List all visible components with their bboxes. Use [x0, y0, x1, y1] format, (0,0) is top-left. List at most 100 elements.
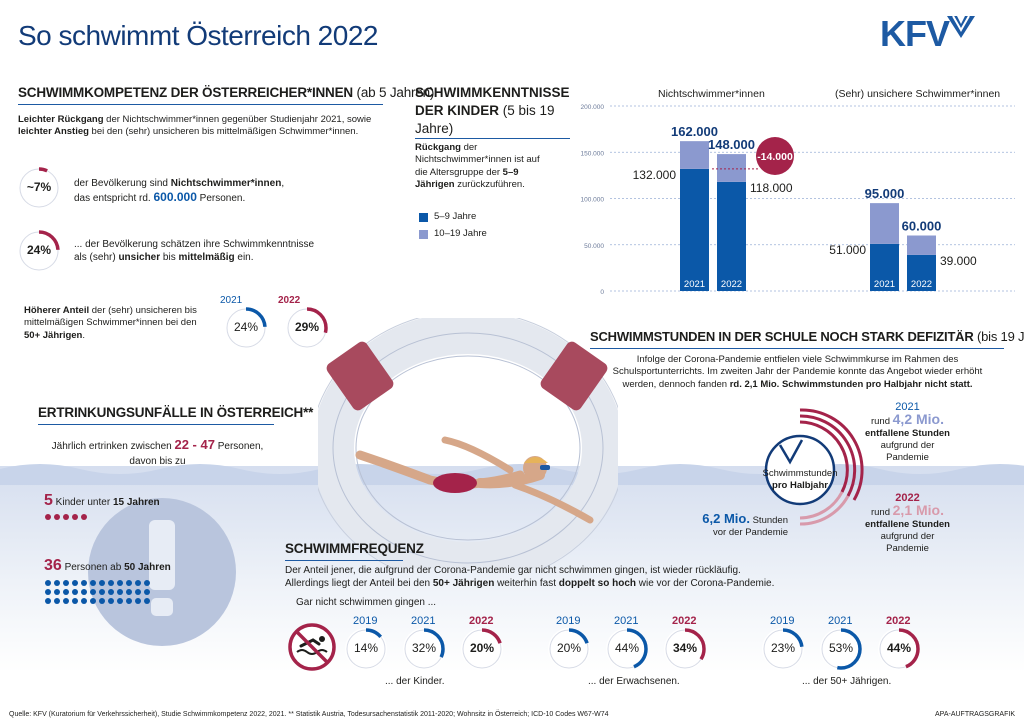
person-dot [135, 589, 141, 595]
bar-base-label: 132.000 [633, 168, 677, 182]
person-dot [72, 598, 78, 604]
bar-total-label: 60.000 [902, 219, 942, 234]
no-swimming-icon [288, 623, 336, 671]
delta-badge [756, 137, 794, 175]
bar-base-label: 39.000 [940, 254, 977, 268]
schwimmstunden-rings [764, 408, 864, 526]
person-dot [117, 580, 123, 586]
kid-dot [72, 514, 78, 520]
anteil-year-2022: 2022 [278, 295, 301, 306]
person-dot [63, 589, 69, 595]
person-dot [99, 589, 105, 595]
kid-dot [45, 514, 51, 520]
schule-pre-label: 6,2 Mio. Stunden vor der Pandemie [702, 511, 788, 538]
logo-text: KFV [880, 13, 950, 54]
person-dot [90, 598, 96, 604]
logo-mark-icon [947, 16, 975, 38]
delta-badge-label: -14.000 [757, 151, 793, 163]
gar-nicht-label: Gar nicht schwimmen gingen ... [296, 597, 437, 608]
kinder-bar-chart: 0 50.000 100.000 150.000 200.000 162.000 2021 1… [581, 104, 1015, 296]
kid-dot [81, 514, 87, 520]
schwimmstunden-center-label: Schwimmstunden pro Halbjahr [762, 468, 838, 491]
x-category-label: 2021 [874, 279, 895, 290]
ertrinkung-heading: ERTRINKUNGSUNFÄLLE IN ÖSTERREICH** [38, 404, 313, 425]
person-dot [117, 589, 123, 595]
person-dot [54, 589, 60, 595]
bar-10-19 [870, 203, 899, 244]
person-dot [81, 598, 87, 604]
person-dot [72, 589, 78, 595]
person-dot [144, 589, 150, 595]
anteil-text: Höherer Anteil der (sehr) unsicheren bis… [24, 305, 197, 341]
legend-item: 5–9 Jahre [419, 211, 487, 223]
chart-group-label-2: (Sehr) unsichere Schwimmer*innen [835, 88, 1001, 100]
y-tick-label: 50.000 [584, 243, 604, 250]
person-dot [126, 580, 132, 586]
person-dot [135, 580, 141, 586]
bar-5-9 [870, 243, 899, 291]
person-dot [81, 589, 87, 595]
y-tick-label: 200.000 [581, 104, 605, 111]
person-dot [108, 598, 114, 604]
kids-stat: 5 Kinder unter 15 Jahren [44, 492, 160, 509]
kfv-logo: KFV [880, 14, 975, 54]
anteil-year-2021: 2021 [220, 295, 243, 306]
stat-nichtschwimmer-ring: ~7% [18, 167, 60, 209]
schule-text: Infolge der Corona-Pandemie entfielen vi… [612, 354, 983, 390]
stat-nichtschwimmer-text: der Bevölkerung sind Nichtschwimmer*inne… [74, 178, 285, 204]
ertrinkung-text: Jährlich ertrinken zwischen 22 - 47 Pers… [51, 437, 264, 467]
older-dots [45, 580, 155, 607]
frequenz-heading: SCHWIMMFREQUENZ [285, 540, 424, 561]
person-dot [99, 580, 105, 586]
bar-10-19 [717, 154, 746, 182]
legend-swatch [419, 230, 428, 240]
person-dot [72, 580, 78, 586]
schule-heading: SCHWIMMSTUNDEN IN DER SCHULE NOCH STARK … [590, 329, 1024, 349]
stat-unsicher-ring: 24% [18, 230, 60, 272]
person-dot [126, 589, 132, 595]
credit-note: APA-AUFTRAGSGRAFIK [935, 711, 1015, 718]
swimmer-illustration [355, 436, 594, 524]
person-dot [54, 598, 60, 604]
person-dot [117, 598, 123, 604]
chart-legend: 5–9 Jahre 10–19 Jahre [419, 211, 487, 241]
bar-total-label: 95.000 [865, 186, 905, 201]
legend-item: 10–19 Jahre [419, 228, 487, 240]
person-dot [135, 598, 141, 604]
person-dot [90, 580, 96, 586]
bar-5-9 [680, 168, 709, 291]
bar-base-label: 118.000 [750, 181, 793, 195]
x-category-label: 2022 [911, 279, 932, 290]
kompetenz-heading: SCHWIMMKOMPETENZ DER ÖSTERREICHER*INNEN … [18, 84, 434, 105]
kinder-heading: SCHWIMMKENNTNISSE DER KINDER (5 bis 19 J… [415, 84, 570, 139]
page-title: So schwimmt Österreich 2022 [18, 20, 378, 51]
person-dot [108, 589, 114, 595]
bar-total-label: 162.000 [671, 124, 718, 139]
kinder-text: Rückgang der Nichtschwimmer*innen ist au… [415, 142, 540, 191]
bar-5-9 [717, 181, 746, 291]
person-dot [81, 580, 87, 586]
kid-dot [54, 514, 60, 520]
legend-swatch [419, 212, 428, 222]
anteil-2022-ring: 29% [286, 307, 328, 349]
person-dot [63, 598, 69, 604]
person-dot [45, 598, 51, 604]
y-tick-label: 0 [600, 289, 604, 296]
kids-dots [45, 514, 105, 527]
person-dot [90, 589, 96, 595]
kompetenz-intro: Leichter Rückgang der Nichtschwimmer*inn… [18, 114, 372, 138]
person-dot [54, 580, 60, 586]
person-dot [45, 580, 51, 586]
person-dot [126, 598, 132, 604]
chart-group-label-1: Nichtschwimmer*innen [658, 88, 765, 100]
bar-5-9 [907, 254, 936, 291]
person-dot [108, 580, 114, 586]
person-dot [144, 598, 150, 604]
x-category-label: 2021 [684, 279, 705, 290]
schule-2022-label: 2022 rund 2,1 Mio. entfallene Stunden au… [865, 492, 950, 554]
exclamation-icon [145, 520, 179, 620]
older-stat: 36 Personen ab 50 Jahren [44, 557, 171, 574]
y-tick-label: 100.000 [581, 197, 605, 204]
frequenz-text: Der Anteil jener, die aufgrund der Coron… [285, 565, 775, 589]
schule-2021-label: 2021 rund 4,2 Mio. entfallene Stunden au… [865, 401, 950, 463]
